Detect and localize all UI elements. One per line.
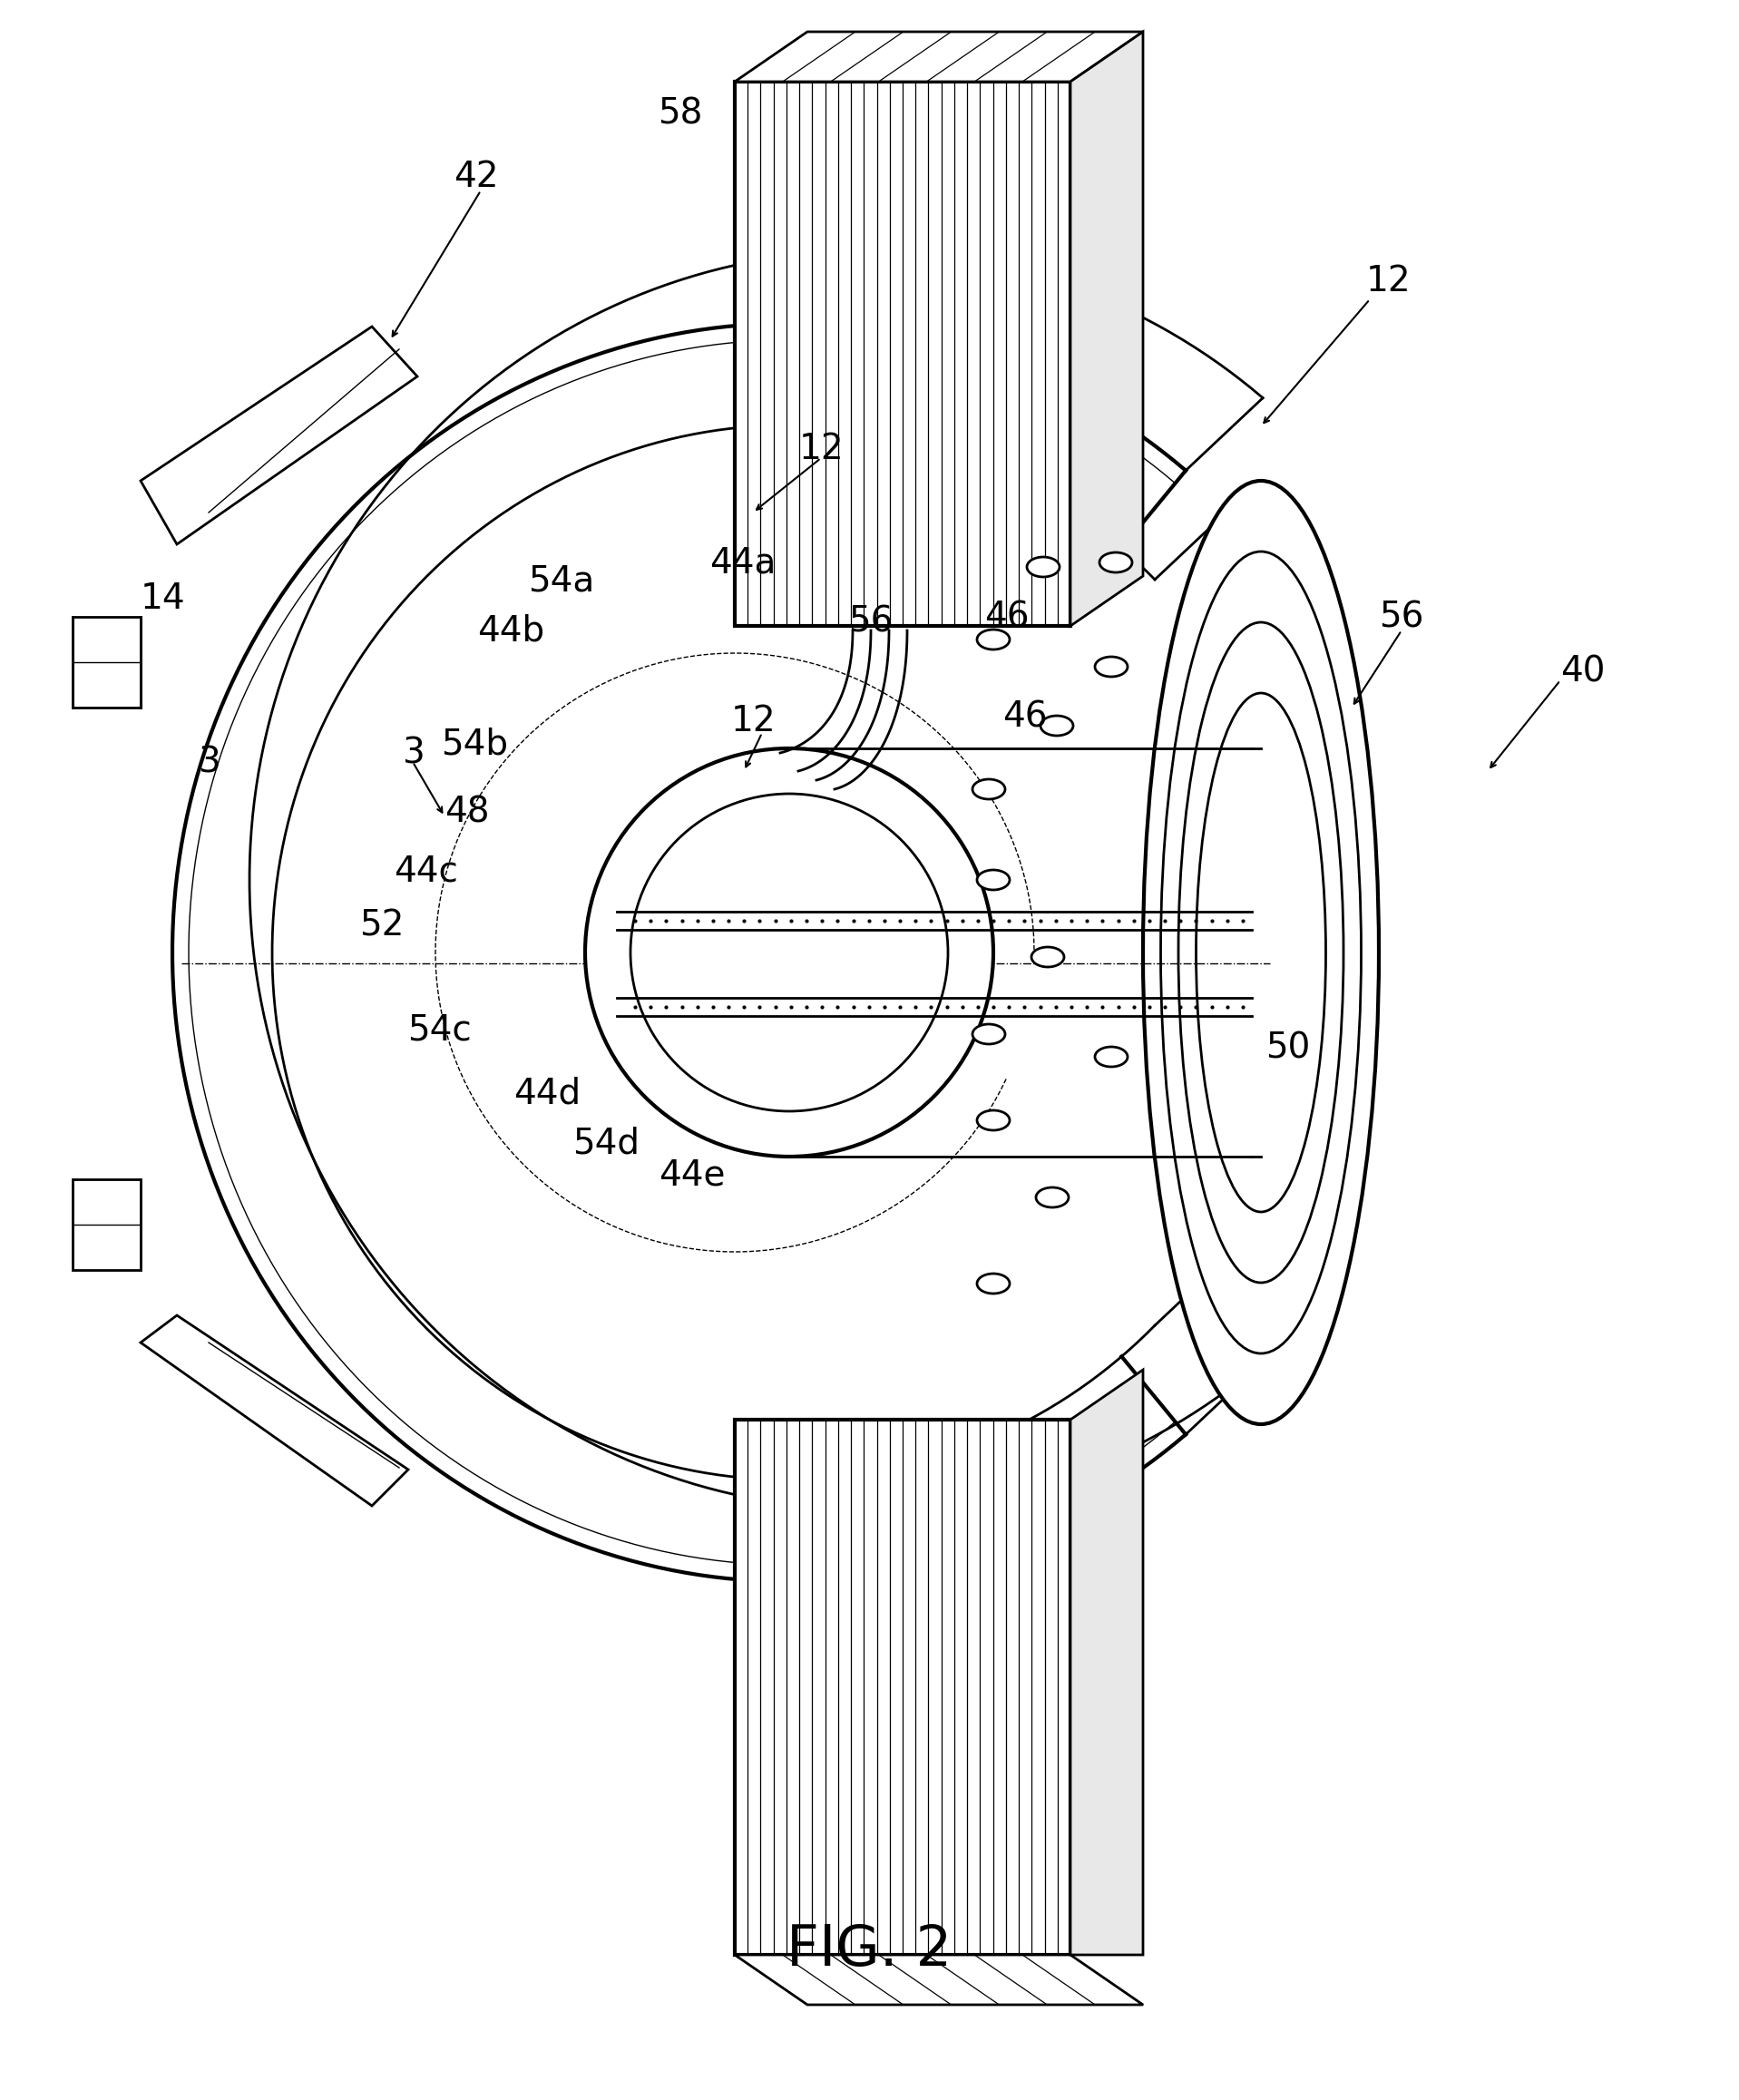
Text: 54c: 54c bbox=[407, 1012, 471, 1046]
Text: 42: 42 bbox=[454, 160, 499, 193]
Text: 3: 3 bbox=[198, 746, 219, 779]
Text: 56: 56 bbox=[1379, 601, 1424, 634]
Polygon shape bbox=[141, 328, 417, 544]
Text: 44b: 44b bbox=[476, 613, 544, 647]
Ellipse shape bbox=[1160, 552, 1362, 1352]
Text: 46: 46 bbox=[984, 601, 1029, 634]
Text: 12: 12 bbox=[1365, 265, 1410, 298]
Text: 44a: 44a bbox=[710, 546, 776, 580]
Ellipse shape bbox=[1143, 481, 1379, 1424]
Polygon shape bbox=[1071, 32, 1143, 626]
Text: 12: 12 bbox=[798, 433, 843, 466]
Text: 12: 12 bbox=[730, 704, 776, 739]
Ellipse shape bbox=[631, 794, 948, 1111]
Bar bbox=[736, 1420, 1071, 1955]
Polygon shape bbox=[736, 1955, 1143, 2006]
Text: 56: 56 bbox=[849, 605, 894, 638]
Text: 3: 3 bbox=[402, 735, 424, 771]
Text: 54b: 54b bbox=[442, 727, 508, 760]
Ellipse shape bbox=[972, 1025, 1005, 1044]
Text: 52: 52 bbox=[358, 907, 403, 943]
Polygon shape bbox=[1071, 1369, 1143, 1955]
Ellipse shape bbox=[1036, 1186, 1069, 1208]
Text: 44c: 44c bbox=[393, 853, 457, 888]
Ellipse shape bbox=[977, 1111, 1010, 1130]
Polygon shape bbox=[73, 617, 141, 708]
Polygon shape bbox=[73, 1180, 141, 1270]
Ellipse shape bbox=[1040, 716, 1073, 735]
Ellipse shape bbox=[1099, 552, 1132, 573]
Polygon shape bbox=[141, 1315, 409, 1506]
Ellipse shape bbox=[1179, 622, 1344, 1283]
Polygon shape bbox=[736, 32, 1143, 82]
Text: 14: 14 bbox=[141, 582, 186, 615]
Ellipse shape bbox=[977, 630, 1010, 649]
Ellipse shape bbox=[1031, 947, 1064, 966]
Ellipse shape bbox=[977, 869, 1010, 890]
Text: 54d: 54d bbox=[572, 1126, 640, 1159]
Text: 40: 40 bbox=[1560, 653, 1605, 689]
Text: 44d: 44d bbox=[513, 1075, 581, 1111]
Ellipse shape bbox=[972, 779, 1005, 800]
Ellipse shape bbox=[977, 1273, 1010, 1294]
Text: 48: 48 bbox=[445, 794, 490, 830]
Ellipse shape bbox=[584, 748, 993, 1157]
Text: 50: 50 bbox=[1266, 1031, 1309, 1065]
Text: 54a: 54a bbox=[527, 563, 595, 598]
Ellipse shape bbox=[1196, 693, 1325, 1212]
Ellipse shape bbox=[1028, 556, 1059, 578]
Bar bbox=[736, 82, 1071, 626]
Text: 44e: 44e bbox=[659, 1157, 725, 1193]
Ellipse shape bbox=[1096, 657, 1127, 676]
Text: 58: 58 bbox=[657, 97, 703, 130]
Text: FIG. 2: FIG. 2 bbox=[786, 1924, 951, 1978]
Text: 46: 46 bbox=[1003, 699, 1049, 733]
Ellipse shape bbox=[1096, 1046, 1127, 1067]
